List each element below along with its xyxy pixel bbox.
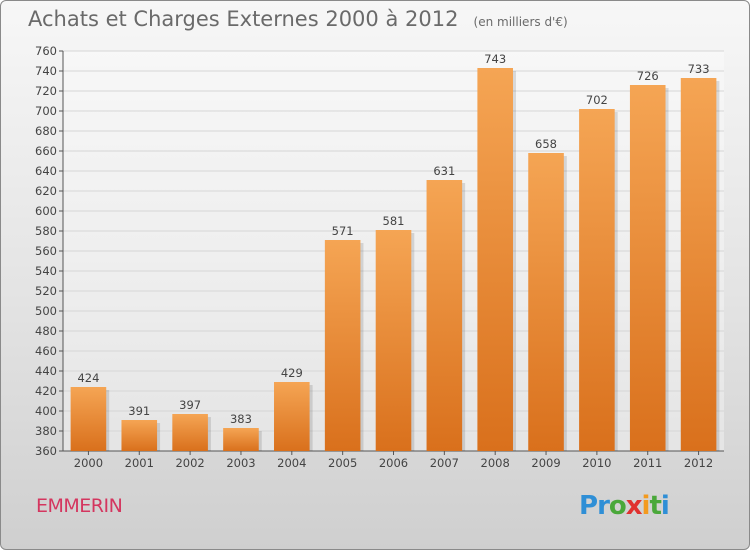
bar xyxy=(680,78,717,451)
y-tick-label: 520 xyxy=(35,284,57,298)
bar-value-label: 726 xyxy=(637,69,659,83)
x-tick-label: 2007 xyxy=(430,456,459,470)
bar xyxy=(477,68,513,451)
x-tick-label: 2005 xyxy=(328,456,357,470)
y-tick-label: 540 xyxy=(35,264,57,278)
bar-value-label: 397 xyxy=(179,398,201,412)
x-tick-label: 2010 xyxy=(582,456,611,470)
bar-value-label: 733 xyxy=(688,62,710,76)
bar-value-label: 631 xyxy=(433,164,455,178)
y-tick-label: 700 xyxy=(35,104,57,118)
logo-letter: t xyxy=(649,491,661,521)
bar-value-label: 658 xyxy=(535,137,557,151)
bar-value-label: 571 xyxy=(332,224,354,238)
bar-value-label: 383 xyxy=(230,412,252,426)
bar xyxy=(375,230,412,451)
y-tick-label: 680 xyxy=(35,124,57,138)
y-tick-label: 620 xyxy=(35,184,57,198)
y-tick-label: 720 xyxy=(35,84,57,98)
bar-value-label: 702 xyxy=(586,93,608,107)
y-tick-label: 380 xyxy=(35,424,57,438)
commune-name: EMMERIN xyxy=(36,495,123,517)
y-tick-label: 740 xyxy=(35,64,57,78)
bar-value-label: 743 xyxy=(484,52,506,66)
unit-subtitle: (en milliers d'€) xyxy=(473,15,568,29)
bar xyxy=(70,387,107,451)
x-tick-label: 2002 xyxy=(175,456,204,470)
bar xyxy=(274,382,310,451)
proxiti-logo: Proxiti xyxy=(579,491,670,521)
logo-letter: o xyxy=(608,491,627,521)
y-tick-label: 460 xyxy=(35,344,57,358)
bar-value-label: 429 xyxy=(281,366,303,380)
y-tick-label: 480 xyxy=(35,324,57,338)
bar-value-label: 581 xyxy=(383,214,405,228)
bar xyxy=(121,420,158,451)
x-tick-label: 2000 xyxy=(74,456,103,470)
logo-letter: i xyxy=(641,491,651,521)
x-tick-label: 2001 xyxy=(125,456,154,470)
y-tick-label: 640 xyxy=(35,164,57,178)
x-tick-label: 2008 xyxy=(481,456,510,470)
x-tick-label: 2004 xyxy=(277,456,306,470)
y-tick-label: 440 xyxy=(35,364,57,378)
bar xyxy=(426,180,463,451)
y-tick-label: 400 xyxy=(35,404,57,418)
bar-value-label: 391 xyxy=(128,404,150,418)
logo-letter: P xyxy=(579,491,598,521)
logo-letter: i xyxy=(660,491,670,521)
y-tick-label: 660 xyxy=(35,144,57,158)
bar xyxy=(579,109,615,451)
x-tick-label: 2011 xyxy=(633,456,662,470)
bar xyxy=(629,85,666,451)
x-tick-label: 2006 xyxy=(379,456,408,470)
bar-value-label: 424 xyxy=(77,371,99,385)
y-tick-label: 600 xyxy=(35,204,57,218)
x-tick-label: 2012 xyxy=(684,456,713,470)
y-tick-label: 500 xyxy=(35,304,57,318)
y-tick-label: 560 xyxy=(35,244,57,258)
chart-title: Achats et Charges Externes 2000 à 2012 (… xyxy=(28,7,568,31)
y-tick-label: 580 xyxy=(35,224,57,238)
logo-letter: x xyxy=(625,491,643,521)
logo-letter: r xyxy=(597,491,610,521)
y-tick-label: 420 xyxy=(35,384,57,398)
x-tick-label: 2009 xyxy=(531,456,560,470)
bar xyxy=(223,428,259,451)
y-tick-label: 360 xyxy=(35,444,57,458)
title-text: Achats et Charges Externes 2000 à 2012 xyxy=(28,7,459,31)
x-tick-label: 2003 xyxy=(226,456,255,470)
bar xyxy=(172,414,208,451)
bar xyxy=(324,240,361,451)
bar xyxy=(528,153,564,451)
y-tick-label: 760 xyxy=(35,44,57,58)
